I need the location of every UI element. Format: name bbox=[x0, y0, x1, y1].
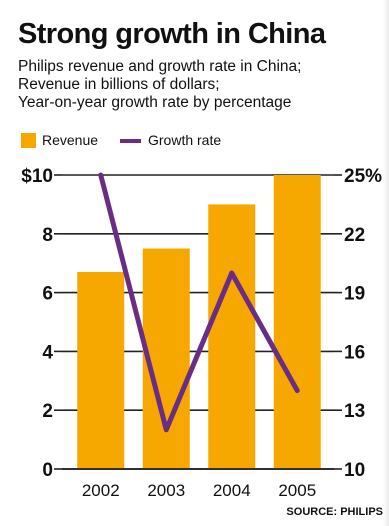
chart-title: Strong growth in China bbox=[18, 18, 326, 50]
chart-subtitle-line-3: Year-on-year growth rate by percentage bbox=[18, 94, 292, 111]
y-left-tick-label: $10 bbox=[21, 166, 53, 187]
chart-source: SOURCE: PHILIPS bbox=[286, 506, 383, 518]
y-left-tick-label: 4 bbox=[42, 342, 53, 363]
page-edge-shadow bbox=[383, 0, 389, 526]
x-tick-label: 2005 bbox=[278, 481, 316, 500]
x-tick-label: 2004 bbox=[213, 481, 251, 500]
legend-growth-line-swatch bbox=[120, 139, 141, 143]
legend-revenue-label: Revenue bbox=[42, 132, 99, 148]
y-left-tick-label: 0 bbox=[42, 460, 53, 481]
growth-rate-line bbox=[98, 172, 300, 433]
revenue-bar bbox=[77, 272, 125, 469]
revenue-bar bbox=[273, 175, 321, 469]
legend-growth-label: Growth rate bbox=[148, 132, 222, 148]
y-right-tick-label: 19 bbox=[344, 284, 365, 305]
y-right-tick-label: 13 bbox=[344, 401, 365, 422]
chart-subtitle-line-2: Revenue in billions of dollars; bbox=[18, 76, 220, 93]
y-left-tick-label: 8 bbox=[42, 225, 53, 246]
x-tick-label: 2002 bbox=[82, 481, 120, 500]
chart-subtitle-line-1: Philips revenue and growth rate in China… bbox=[18, 58, 302, 75]
revenue-bar bbox=[208, 204, 256, 469]
y-right-tick-label: 10 bbox=[344, 460, 365, 481]
y-right-tick-label: 25% bbox=[344, 166, 382, 187]
y-left-tick-label: 2 bbox=[42, 401, 53, 422]
x-tick-label: 2003 bbox=[147, 481, 185, 500]
y-left-tick-label: 6 bbox=[42, 284, 53, 305]
legend-revenue-swatch bbox=[21, 133, 36, 148]
y-right-tick-label: 22 bbox=[344, 225, 365, 246]
y-right-tick-label: 16 bbox=[344, 342, 365, 363]
